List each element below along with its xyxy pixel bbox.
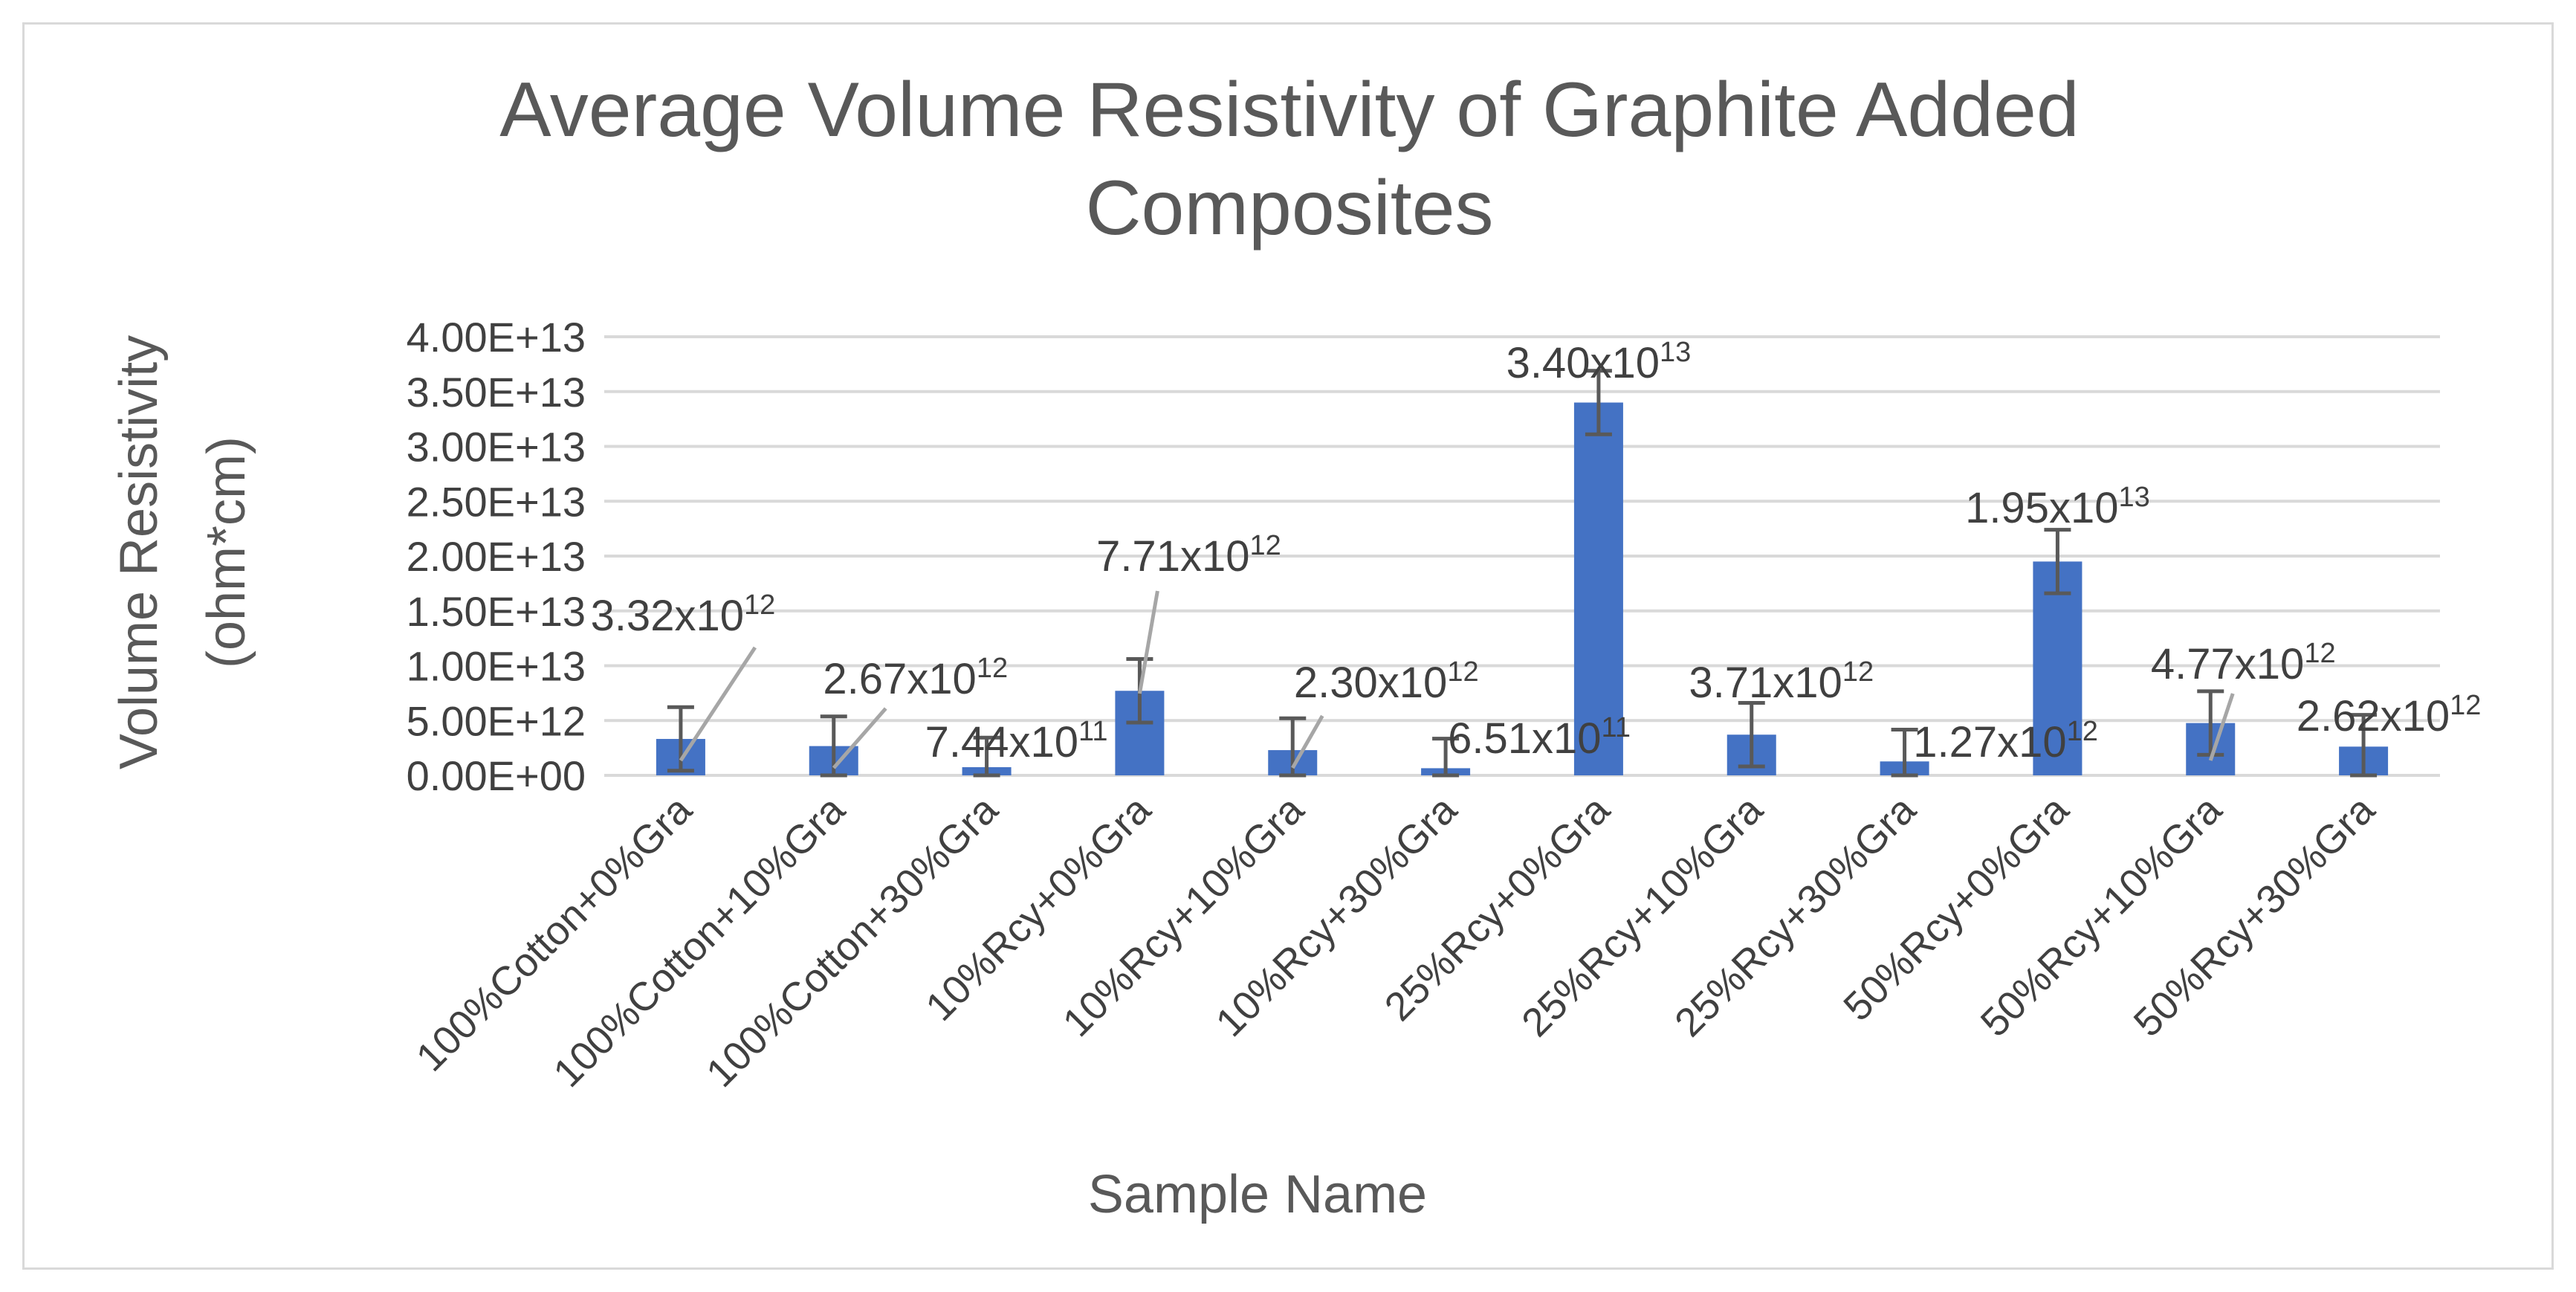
data-label-base: 3.32x10 bbox=[591, 592, 744, 640]
leader-line bbox=[1137, 590, 1159, 694]
data-label-exponent: 12 bbox=[1447, 656, 1478, 688]
data-label-exponent: 12 bbox=[977, 653, 1008, 684]
data-label-exponent: 12 bbox=[2304, 638, 2335, 669]
data-label-base: 7.44x10 bbox=[925, 718, 1078, 766]
data-label: 7.71x1012 bbox=[1096, 530, 1281, 581]
data-label-exponent: 12 bbox=[1842, 656, 1874, 688]
category-label: 100%Cotton+0%Gra bbox=[408, 786, 701, 1079]
data-label-exponent: 12 bbox=[2450, 690, 2481, 721]
data-label: 3.32x1012 bbox=[591, 590, 776, 640]
y-tick-label: 3.00E+13 bbox=[407, 424, 586, 471]
data-label-base: 1.95x10 bbox=[1965, 484, 2118, 532]
y-tick-label: 5.00E+12 bbox=[407, 697, 586, 744]
gridlines bbox=[604, 335, 2440, 777]
data-label-base: 3.40x10 bbox=[1507, 339, 1660, 387]
data-label: 2.62x1012 bbox=[2297, 690, 2482, 740]
data-label-exponent: 13 bbox=[2118, 482, 2149, 513]
chart-title-line-1: Average Volume Resistivity of Graphite A… bbox=[499, 67, 2080, 153]
data-label-base: 7.71x10 bbox=[1096, 532, 1249, 581]
y-tick-labels: 0.00E+00 5.00E+12 1.00E+13 1.50E+13 2.00E+13… bbox=[407, 314, 586, 799]
chart-title-line-2: Composites bbox=[1085, 165, 1493, 251]
category-labels: 100%Cotton+0%Gra100%Cotton+10%Gra100%Cot… bbox=[408, 786, 2384, 1096]
category-label: 100%Cotton+30%Gra bbox=[698, 786, 1007, 1096]
data-label-base: 2.62x10 bbox=[2297, 692, 2450, 740]
data-label: 2.67x1012 bbox=[823, 653, 1008, 703]
data-label: 2.30x1012 bbox=[1294, 656, 1479, 707]
data-label-exponent: 11 bbox=[1602, 712, 1631, 743]
data-label-base: 6.51x10 bbox=[1448, 714, 1601, 763]
data-label-base: 2.67x10 bbox=[823, 655, 976, 703]
data-label-exponent: 11 bbox=[1078, 716, 1107, 747]
y-tick-label: 2.00E+13 bbox=[407, 533, 586, 580]
y-axis-title-line-1: Volume Resistivity bbox=[109, 335, 169, 769]
bars bbox=[656, 402, 2389, 775]
data-label: 1.95x1013 bbox=[1965, 482, 2150, 532]
data-label: 7.44x1011 bbox=[925, 716, 1108, 766]
x-axis-title: Sample Name bbox=[1088, 1165, 1427, 1224]
y-axis-title: Volume Resistivity (ohm*cm) bbox=[109, 335, 256, 769]
y-tick-label: 2.50E+13 bbox=[407, 478, 586, 525]
data-label-base: 2.30x10 bbox=[1294, 659, 1447, 707]
data-label: 3.71x1012 bbox=[1689, 656, 1874, 707]
chart-frame: Average Volume Resistivity of Graphite A… bbox=[22, 22, 2554, 1270]
y-tick-label: 1.00E+13 bbox=[407, 643, 586, 690]
data-label: 1.27x1012 bbox=[1913, 716, 2098, 766]
leader-line bbox=[1291, 714, 1324, 769]
data-label: 6.51x1011 bbox=[1448, 712, 1631, 763]
data-label-exponent: 13 bbox=[1660, 337, 1691, 368]
data-labels: 3.32x10122.67x10127.44x10117.71x10122.30… bbox=[591, 337, 2482, 766]
y-tick-label: 0.00E+00 bbox=[407, 752, 586, 799]
bar bbox=[2033, 561, 2083, 775]
y-tick-label: 3.50E+13 bbox=[407, 369, 586, 416]
bar bbox=[1573, 402, 1623, 775]
leader-line bbox=[832, 707, 887, 769]
chart-title: Average Volume Resistivity of Graphite A… bbox=[499, 67, 2080, 251]
leader-lines bbox=[679, 590, 2235, 769]
leader-line bbox=[679, 646, 757, 762]
data-label-exponent: 12 bbox=[1249, 530, 1281, 561]
y-tick-label: 1.50E+13 bbox=[407, 588, 586, 635]
error-bars bbox=[667, 369, 2378, 778]
category-label: 100%Cotton+10%Gra bbox=[545, 786, 854, 1096]
chart-svg: Average Volume Resistivity of Graphite A… bbox=[109, 67, 2482, 1224]
leader-line bbox=[2208, 693, 2235, 761]
data-label-base: 1.27x10 bbox=[1913, 718, 2066, 766]
data-label-base: 4.77x10 bbox=[2151, 640, 2304, 688]
data-label: 4.77x1012 bbox=[2151, 638, 2336, 688]
y-axis-title-line-2: (ohm*cm) bbox=[197, 436, 256, 668]
data-label: 3.40x1013 bbox=[1507, 337, 1692, 387]
data-label-exponent: 12 bbox=[744, 590, 775, 621]
data-label-base: 3.71x10 bbox=[1689, 659, 1842, 707]
y-tick-label: 4.00E+13 bbox=[407, 314, 586, 361]
data-label-exponent: 12 bbox=[2067, 716, 2098, 747]
